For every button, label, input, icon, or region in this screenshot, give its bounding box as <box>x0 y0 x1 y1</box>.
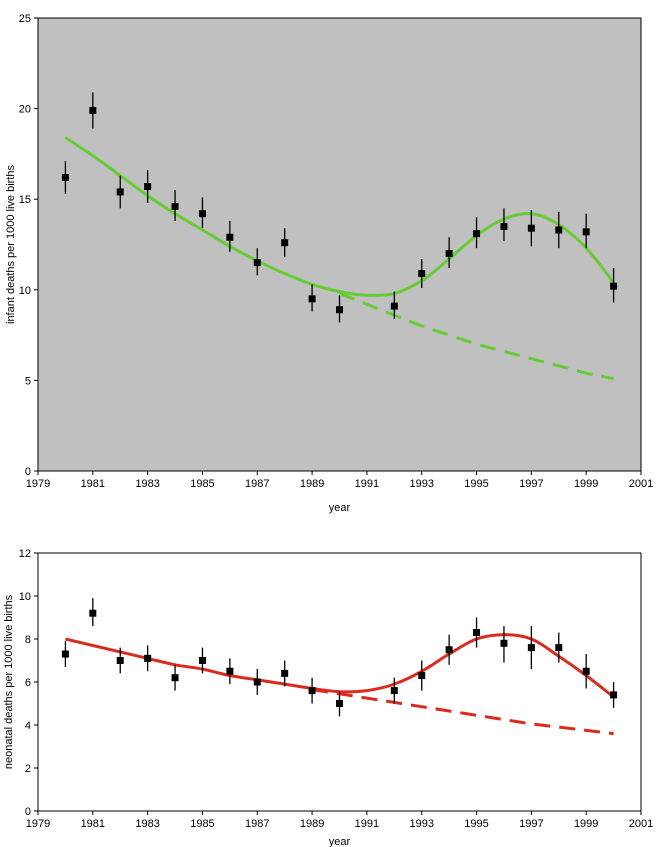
x-tick-label: 1987 <box>245 478 269 490</box>
data-point <box>226 233 234 241</box>
data-point <box>198 657 206 664</box>
infant-mortality-chart: 1979 1981 1983 1985 1987 1989 1991 1993 1995 1997… <box>5 13 653 514</box>
x-tick-label: 1999 <box>574 478 598 490</box>
data-point <box>226 667 234 675</box>
x-tick-label: 1995 <box>464 818 488 830</box>
x-tick-label: 1989 <box>300 818 324 830</box>
x-tick-label: 1999 <box>574 818 598 830</box>
y-tick-label: 20 <box>19 104 31 116</box>
data-point <box>144 183 152 191</box>
data-point <box>89 106 97 114</box>
y-tick-label: 2 <box>25 763 31 775</box>
data-point <box>198 210 206 218</box>
x-tick-label: 1983 <box>135 478 159 490</box>
x-tick-label: 1985 <box>190 818 214 830</box>
data-point <box>308 687 316 695</box>
fitted-trend-line <box>64 136 615 297</box>
dashed-trend-line <box>338 292 614 381</box>
x-tick-label: 1987 <box>245 818 269 830</box>
x-tick-label: 1979 <box>26 818 50 830</box>
neonatal-mortality-chart: 1979 1981 1983 1985 1987 1989 1991 1993 1995 1997… <box>3 548 653 847</box>
data-point <box>61 173 69 181</box>
data-point <box>390 687 398 695</box>
x-tick-label: 1981 <box>81 818 105 830</box>
y-tick-label: 25 <box>19 13 31 25</box>
x-axis-label: year <box>329 836 351 847</box>
x-tick-label: 1997 <box>519 478 543 490</box>
data-point <box>336 306 343 314</box>
data-point <box>610 282 618 290</box>
x-tick-label: 1991 <box>355 818 379 830</box>
x-tick-label: 1993 <box>409 478 433 490</box>
data-point <box>527 224 535 232</box>
data-point <box>500 222 508 230</box>
data-point <box>253 678 261 686</box>
x-tick-label: 1993 <box>409 818 433 830</box>
data-point <box>336 700 343 707</box>
x-tick-label: 1995 <box>464 478 488 490</box>
x-axis-label: year <box>329 502 351 514</box>
data-point <box>281 239 289 247</box>
x-tick-label: 1991 <box>355 478 379 490</box>
y-tick-label: 15 <box>19 194 31 206</box>
data-point <box>473 230 481 238</box>
data-point <box>390 302 398 310</box>
data-point <box>418 269 426 277</box>
data-point <box>116 657 124 664</box>
data-point <box>171 202 179 210</box>
plot-area <box>37 17 642 472</box>
data-point <box>527 644 535 652</box>
data-point <box>555 644 563 652</box>
data-point <box>418 672 426 680</box>
x-tick-label: 2001 <box>629 818 653 830</box>
data-point <box>445 250 453 258</box>
data-point <box>555 226 563 234</box>
data-point <box>281 669 289 677</box>
dashed-trend-line <box>311 688 614 736</box>
x-tick-label: 1985 <box>190 478 214 490</box>
data-point <box>253 259 261 267</box>
y-tick-label: 12 <box>19 548 31 560</box>
data-point <box>61 650 69 658</box>
data-point <box>89 609 97 617</box>
y-tick-label: 5 <box>25 375 31 387</box>
data-point <box>610 691 618 699</box>
y-tick-label: 0 <box>25 466 31 478</box>
data-point <box>116 188 124 196</box>
data-point <box>582 228 590 236</box>
data-point <box>308 295 316 303</box>
y-tick-label: 8 <box>25 634 31 646</box>
y-tick-label: 6 <box>25 677 31 689</box>
data-point <box>445 646 453 654</box>
y-tick-label: 4 <box>25 720 31 732</box>
y-tick-label: 0 <box>25 806 31 818</box>
y-axis-label: infant deaths per 1000 live births <box>5 165 17 324</box>
plot-area <box>37 552 642 812</box>
x-tick-label: 1997 <box>519 818 543 830</box>
data-point <box>473 629 481 637</box>
x-tick-label: 2001 <box>629 478 653 490</box>
x-tick-label: 1979 <box>26 478 50 490</box>
y-axis-label: neonatal deaths per 1000 live births <box>3 594 15 769</box>
data-point <box>144 654 152 662</box>
x-tick-label: 1989 <box>300 478 324 490</box>
y-tick-label: 10 <box>19 285 31 297</box>
x-tick-label: 1981 <box>81 478 105 490</box>
data-point <box>500 639 508 647</box>
data-point <box>171 674 179 682</box>
y-tick-label: 10 <box>19 591 31 603</box>
x-tick-label: 1983 <box>135 818 159 830</box>
data-point <box>582 667 590 675</box>
